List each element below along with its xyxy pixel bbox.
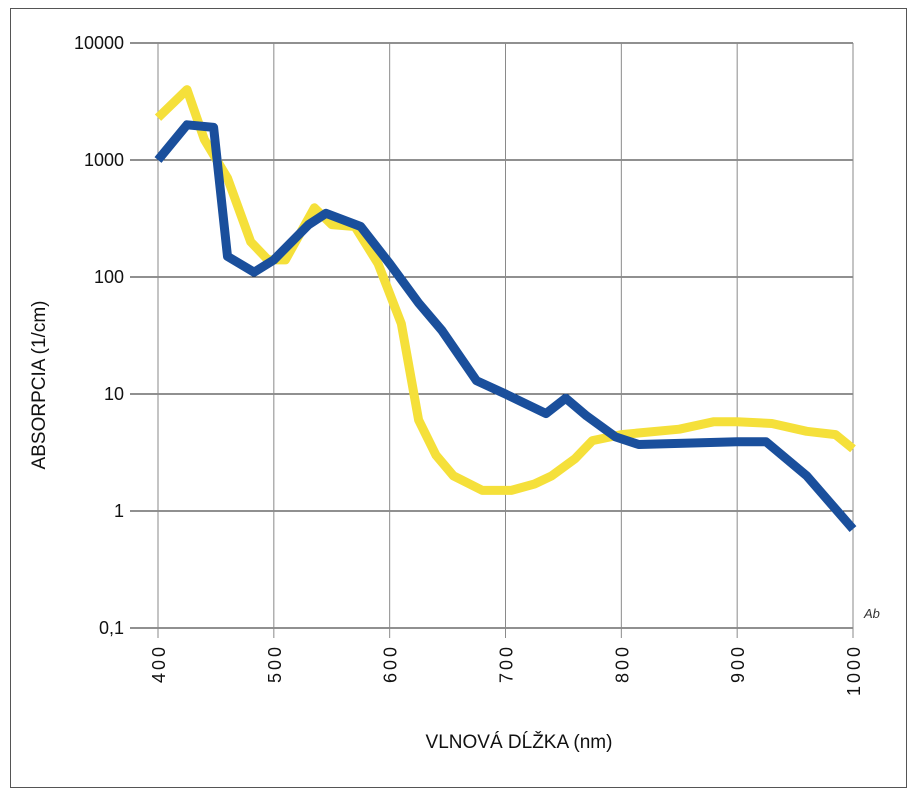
x-tick-label: 700 xyxy=(497,644,517,683)
x-tick-label: 900 xyxy=(728,644,748,683)
series-line-blue xyxy=(154,120,857,533)
y-tick-label: 1000 xyxy=(84,150,124,170)
y-tick-label: 100 xyxy=(94,267,124,287)
x-tick-label: 400 xyxy=(149,644,169,683)
y-tick-label: 0,1 xyxy=(99,618,124,638)
grid xyxy=(130,42,854,638)
series-group xyxy=(154,85,857,533)
y-tick-label: 10000 xyxy=(74,33,124,53)
x-tick-labels: 400 500 600 700 800 900 1000 xyxy=(149,644,864,696)
x-tick-label: 500 xyxy=(265,644,285,683)
x-tick-label: 800 xyxy=(612,644,632,683)
y-axis-title: ABSORPCIA (1/cm) xyxy=(29,301,50,470)
y-tick-labels: 0,1 1 10 100 1000 10000 xyxy=(74,33,124,638)
corner-mark: Ab xyxy=(863,606,880,621)
x-axis-title: VLNOVÁ DĹŽKA (nm) xyxy=(426,731,613,753)
series-line-yellow xyxy=(154,85,856,495)
x-tick-label: 1000 xyxy=(844,644,864,696)
x-tick-label: 600 xyxy=(381,644,401,683)
y-tick-label: 1 xyxy=(114,501,124,521)
y-tick-label: 10 xyxy=(104,384,124,404)
chart-frame xyxy=(10,8,907,788)
